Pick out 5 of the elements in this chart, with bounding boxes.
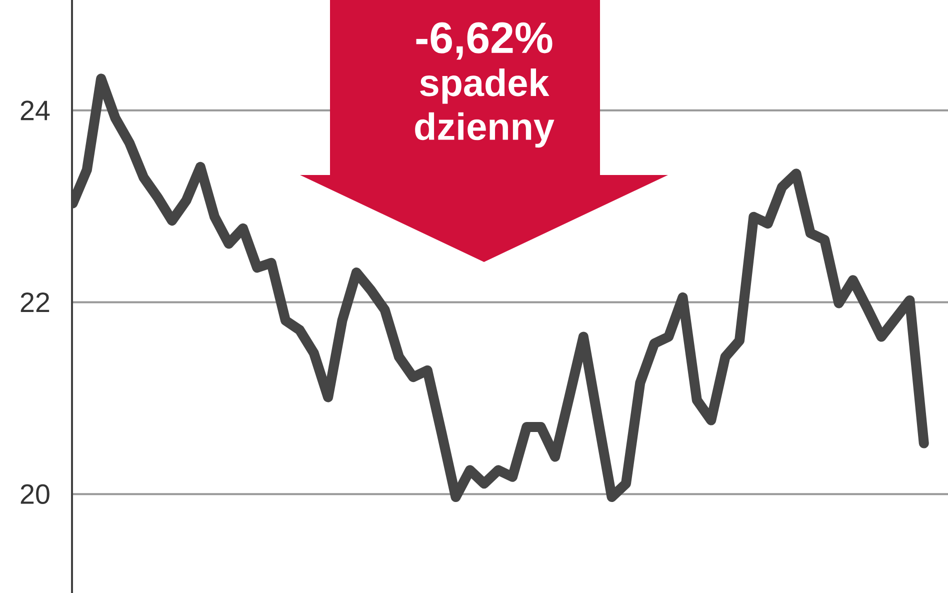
y-tick-label: 24 [20, 100, 50, 120]
annotation: spadek dzienny [415, 68, 554, 148]
y-tick-label: 20 [20, 484, 50, 504]
annotation: -6,62% [416, 22, 552, 60]
y-tick-label: 22 [20, 292, 50, 312]
